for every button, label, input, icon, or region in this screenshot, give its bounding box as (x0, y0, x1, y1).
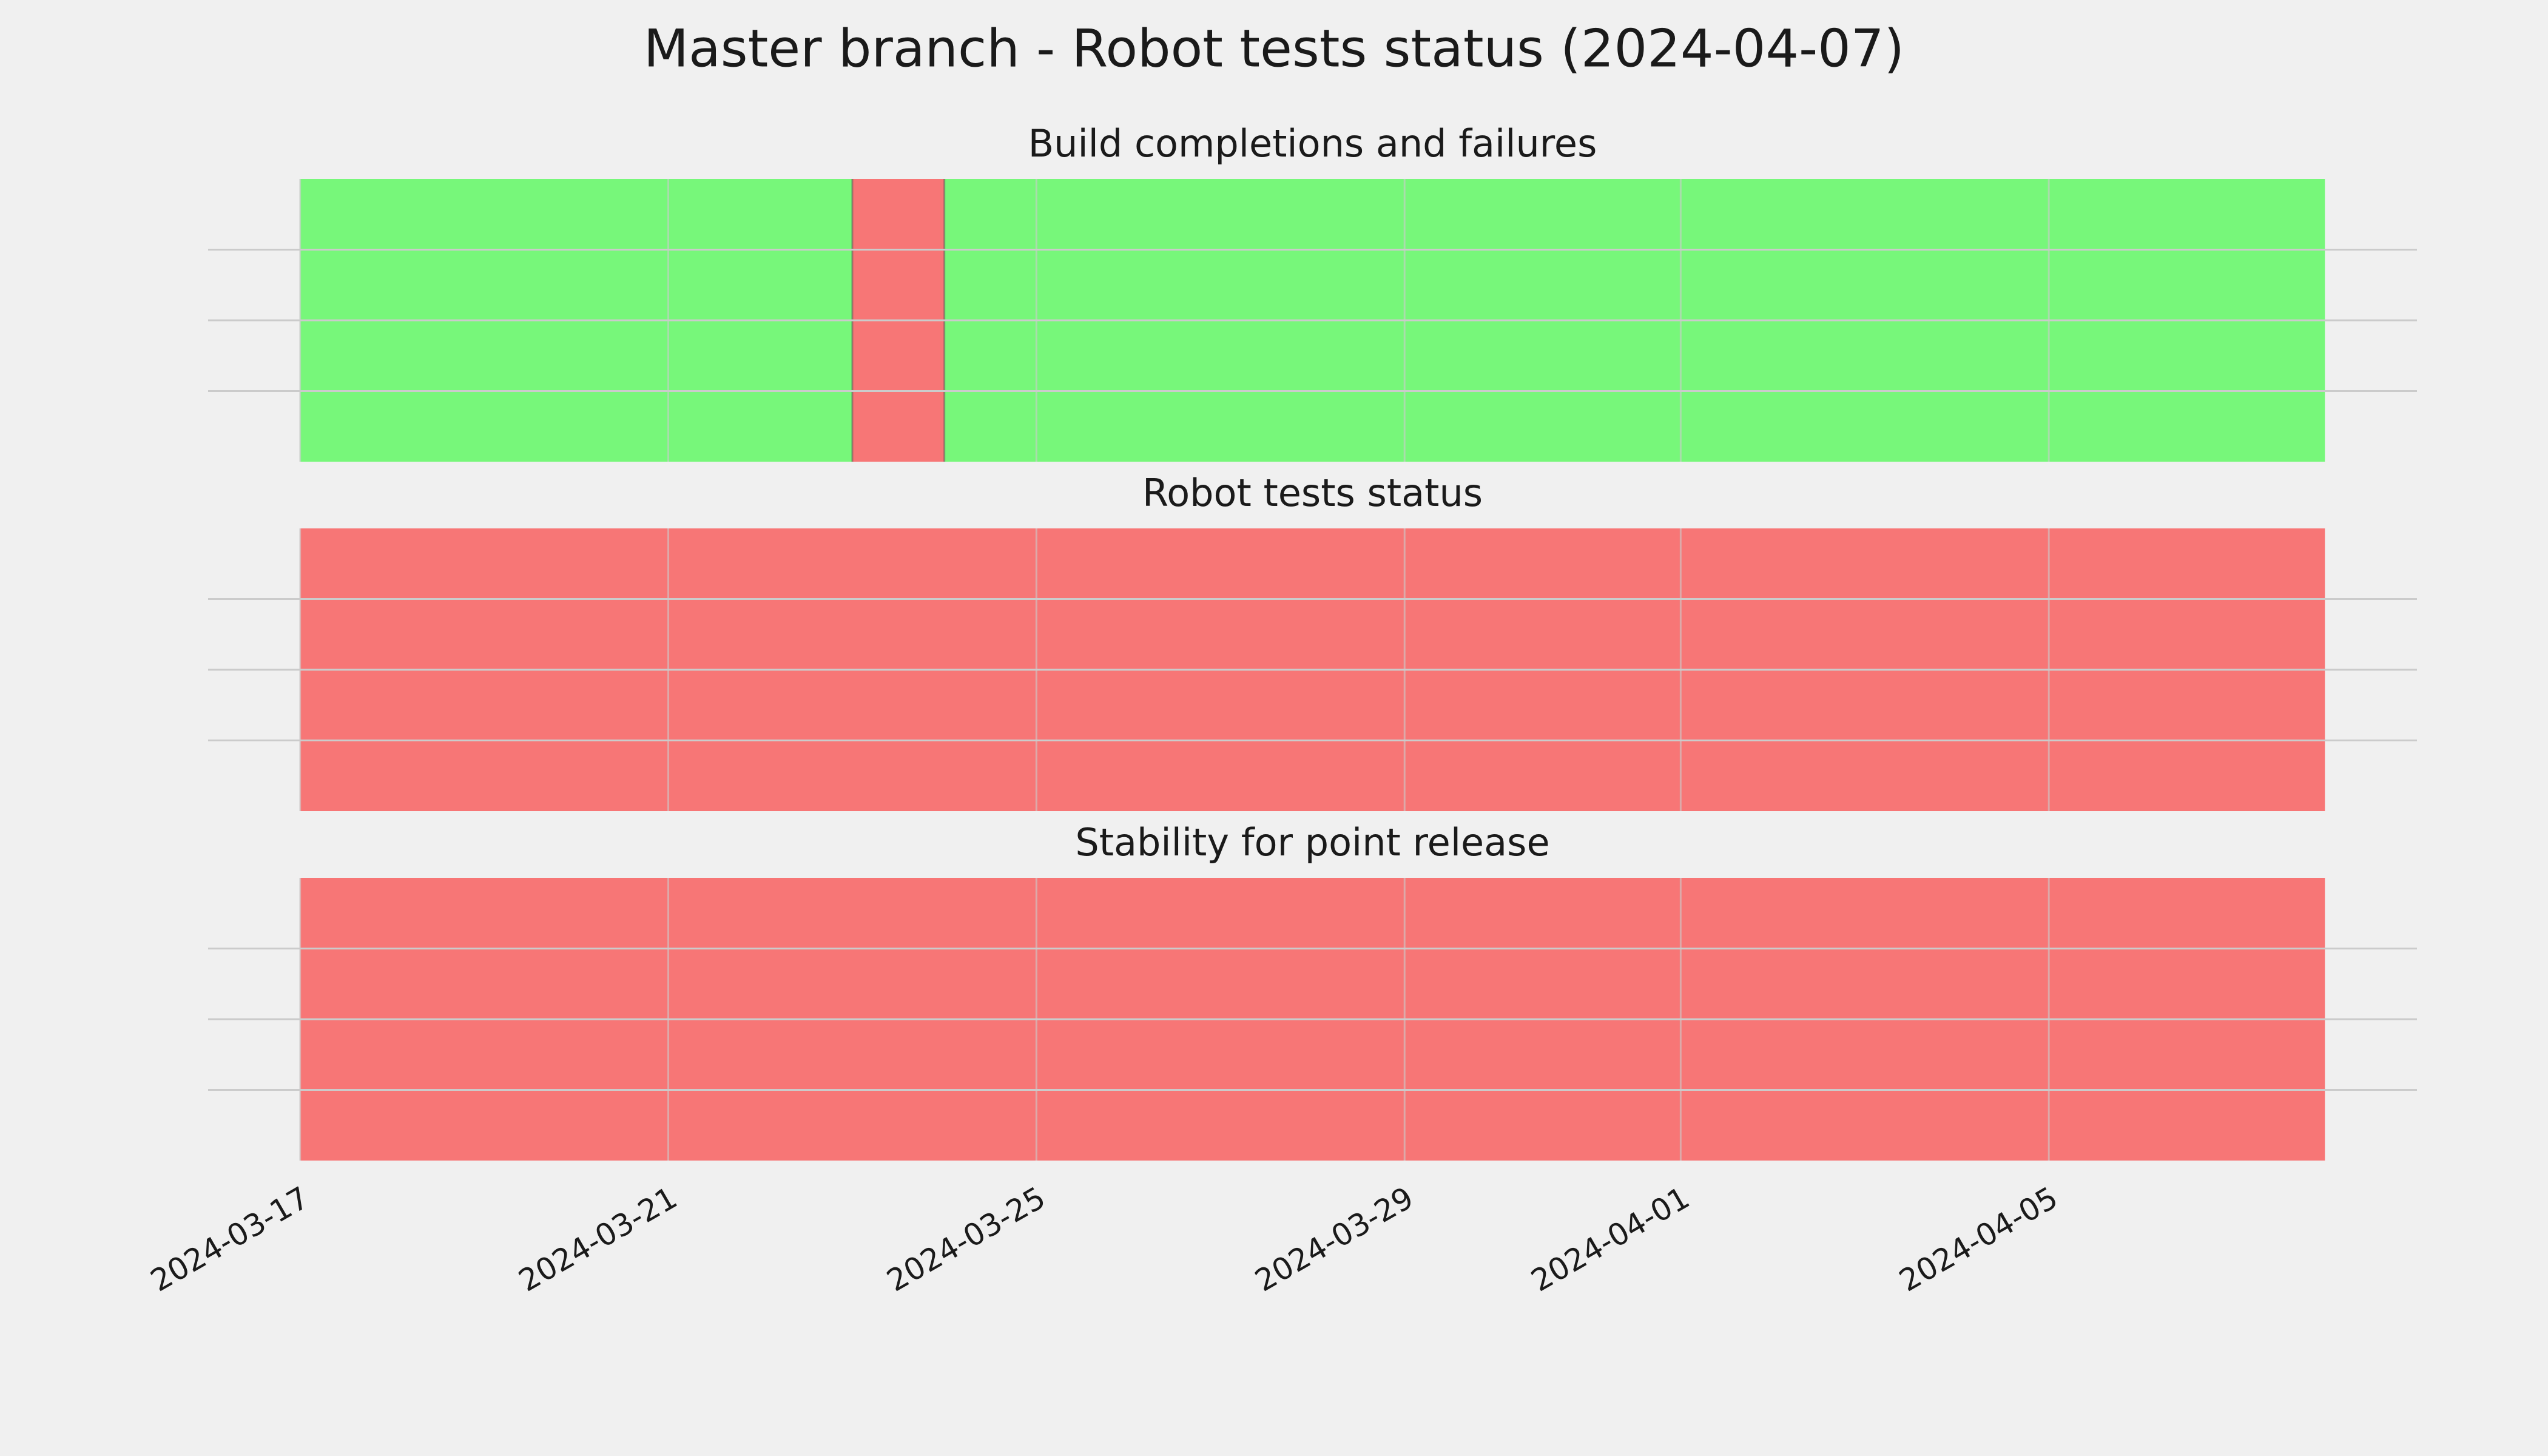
panel-title: Stability for point release (1075, 820, 1549, 864)
panel-title: Build completions and failures (1028, 121, 1597, 166)
x-tick-label: 2024-03-25 (881, 1180, 1051, 1299)
x-tick-label: 2024-04-01 (1525, 1180, 1696, 1299)
x-tick-label: 2024-03-21 (513, 1180, 683, 1299)
x-tick-label: 2024-03-29 (1249, 1180, 1420, 1299)
x-tick-label: 2024-04-05 (1893, 1180, 2064, 1299)
chart-title: Master branch - Robot tests status (2024… (644, 18, 1904, 79)
x-tick-label: 2024-03-17 (144, 1180, 315, 1299)
panel-title: Robot tests status (1142, 471, 1483, 515)
